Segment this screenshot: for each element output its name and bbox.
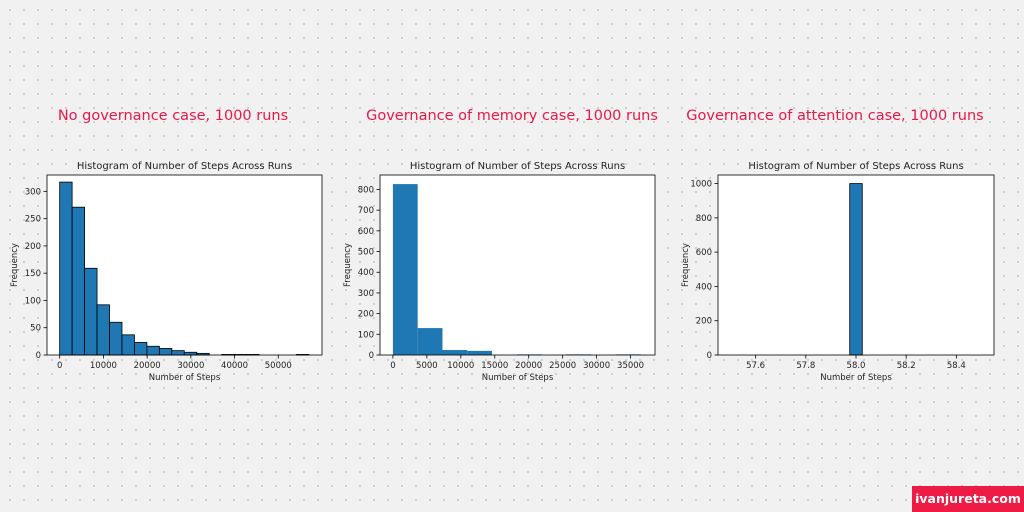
y-tick-label: 200 [696, 317, 712, 327]
x-tick-label: 5000 [416, 361, 438, 371]
y-tick-label: 100 [25, 296, 41, 306]
x-tick-label: 35000 [617, 361, 644, 371]
case-title-attention-governance: Governance of attention case, 1000 runs [686, 108, 984, 124]
x-tick-label: 57.8 [796, 361, 815, 371]
y-tick-label: 800 [358, 185, 374, 195]
x-tick-label: 20000 [134, 361, 161, 371]
x-tick-label: 15000 [481, 361, 508, 371]
x-tick-label: 10000 [90, 361, 117, 371]
y-tick-label: 500 [358, 248, 374, 258]
site-badge[interactable]: ivanjureta.com [912, 486, 1024, 512]
y-tick-label: 600 [696, 248, 712, 258]
y-axis-label: Frequency [343, 243, 353, 287]
y-axis-label: Frequency [681, 243, 691, 287]
y-tick-label: 400 [696, 282, 712, 292]
x-tick-label: 30000 [177, 361, 204, 371]
x-tick-label: 58.0 [847, 361, 866, 371]
y-tick-label: 700 [358, 206, 374, 216]
x-tick-label: 0 [390, 361, 395, 371]
histogram-bar [467, 350, 493, 355]
x-tick-label: 30000 [583, 361, 610, 371]
histogram-bar [417, 328, 443, 355]
x-tick-label: 25000 [549, 361, 576, 371]
x-tick-label: 0 [57, 361, 62, 371]
case-title-no-governance: No governance case, 1000 runs [57, 108, 289, 124]
y-tick-label: 0 [369, 351, 374, 361]
y-tick-label: 300 [25, 187, 41, 197]
x-axis-label: Number of Steps [820, 373, 892, 383]
axes-frame [379, 174, 656, 356]
y-tick-label: 200 [25, 242, 41, 252]
x-axis-label: Number of Steps [482, 373, 554, 383]
y-tick-label: 800 [696, 214, 712, 224]
y-tick-label: 200 [358, 310, 374, 320]
x-tick-label: 50000 [265, 361, 292, 371]
y-tick-label: 250 [25, 215, 41, 225]
y-tick-label: 0 [36, 351, 41, 361]
y-tick-label: 400 [358, 268, 374, 278]
x-tick-label: 58.4 [947, 361, 966, 371]
y-tick-label: 0 [707, 351, 712, 361]
chart-title: Histogram of Number of Steps Across Runs [410, 161, 625, 172]
histogram-bar [392, 184, 418, 355]
histogram-bar [442, 350, 468, 355]
y-tick-label: 150 [25, 269, 41, 279]
plot-area [380, 175, 655, 355]
x-tick-label: 20000 [515, 361, 542, 371]
y-axis-label: Frequency [10, 243, 20, 287]
axes-frame [46, 174, 323, 356]
chart-title: Histogram of Number of Steps Across Runs [77, 161, 292, 172]
y-tick-label: 600 [358, 227, 374, 237]
x-axis-label: Number of Steps [149, 373, 221, 383]
histogram-bar [849, 183, 863, 356]
y-tick-label: 300 [358, 289, 374, 299]
y-tick-label: 50 [30, 324, 41, 334]
y-tick-label: 100 [358, 330, 374, 340]
case-title-memory-governance: Governance of memory case, 1000 runs [366, 108, 658, 124]
x-tick-label: 58.2 [897, 361, 916, 371]
y-tick-label: 1000 [690, 180, 712, 190]
x-tick-label: 57.6 [746, 361, 765, 371]
x-tick-label: 40000 [221, 361, 248, 371]
chart-title: Histogram of Number of Steps Across Runs [748, 161, 963, 172]
x-tick-label: 10000 [447, 361, 474, 371]
